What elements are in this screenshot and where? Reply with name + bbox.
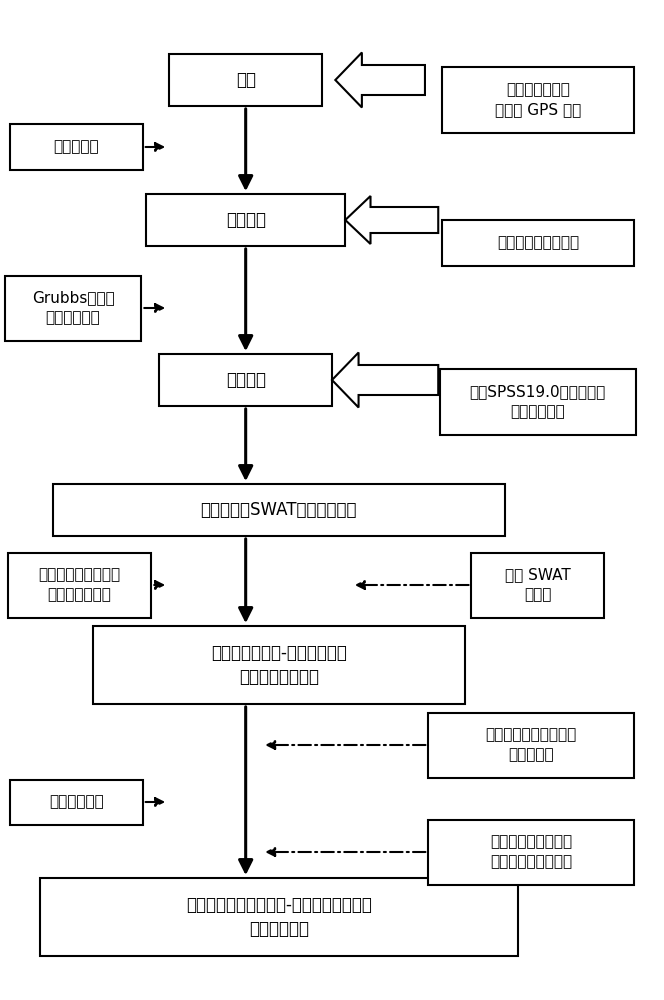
Bar	[8, 552, 151, 618]
Text: 进行参数调整，使其模
拟精度提高: 进行参数调整，使其模 拟精度提高	[485, 728, 577, 762]
Bar	[93, 626, 465, 704]
Bar	[471, 552, 604, 618]
Text: 检测数据的质量控制: 检测数据的质量控制	[497, 235, 579, 250]
Bar	[169, 54, 322, 106]
Text: 采样点分布方法
采样点 GPS 定位: 采样点分布方法 采样点 GPS 定位	[495, 83, 581, 117]
Bar	[53, 484, 505, 536]
Text: Grubbs法特异
值检验和剔除: Grubbs法特异 值检验和剔除	[32, 291, 114, 325]
Text: 采用SPSS19.0进行数据的
正态分布检验: 采用SPSS19.0进行数据的 正态分布检验	[469, 385, 606, 419]
Text: 样品预处理: 样品预处理	[54, 139, 99, 154]
Text: 嵌入 SWAT
模型中: 嵌入 SWAT 模型中	[505, 568, 571, 602]
Text: 用纳西系数和确定性
系数评价模拟精确度: 用纳西系数和确定性 系数评价模拟精确度	[490, 835, 572, 869]
Text: 采样: 采样	[236, 71, 256, 89]
Bar	[159, 354, 332, 406]
Bar	[428, 820, 634, 885]
Bar	[428, 712, 634, 778]
Polygon shape	[345, 196, 438, 244]
Bar	[442, 68, 634, 132]
Bar	[440, 369, 636, 434]
Bar	[40, 878, 518, 956]
Polygon shape	[332, 353, 438, 408]
Bar	[442, 221, 634, 265]
Text: 建立相应的SWAT数据库链接表: 建立相应的SWAT数据库链接表	[201, 501, 357, 519]
Bar	[146, 194, 345, 246]
Text: 矿区实测资料: 矿区实测资料	[49, 794, 104, 810]
Text: 得到优化的金属矿区土-水界面重金属污染
负荷预测方法: 得到优化的金属矿区土-水界面重金属污染 负荷预测方法	[186, 896, 372, 938]
Polygon shape	[335, 52, 425, 107]
Bar	[5, 275, 141, 340]
Text: 数据处理: 数据处理	[226, 371, 266, 389]
Bar	[10, 780, 143, 824]
Text: 构建金属矿区土-水界面重金属
污染负荷预测方法: 构建金属矿区土-水界面重金属 污染负荷预测方法	[211, 644, 347, 686]
Text: 样品检测: 样品检测	[226, 211, 266, 229]
Bar	[10, 124, 143, 169]
Text: 构建重金属一维迁移
转化动力学模型: 构建重金属一维迁移 转化动力学模型	[39, 568, 121, 602]
